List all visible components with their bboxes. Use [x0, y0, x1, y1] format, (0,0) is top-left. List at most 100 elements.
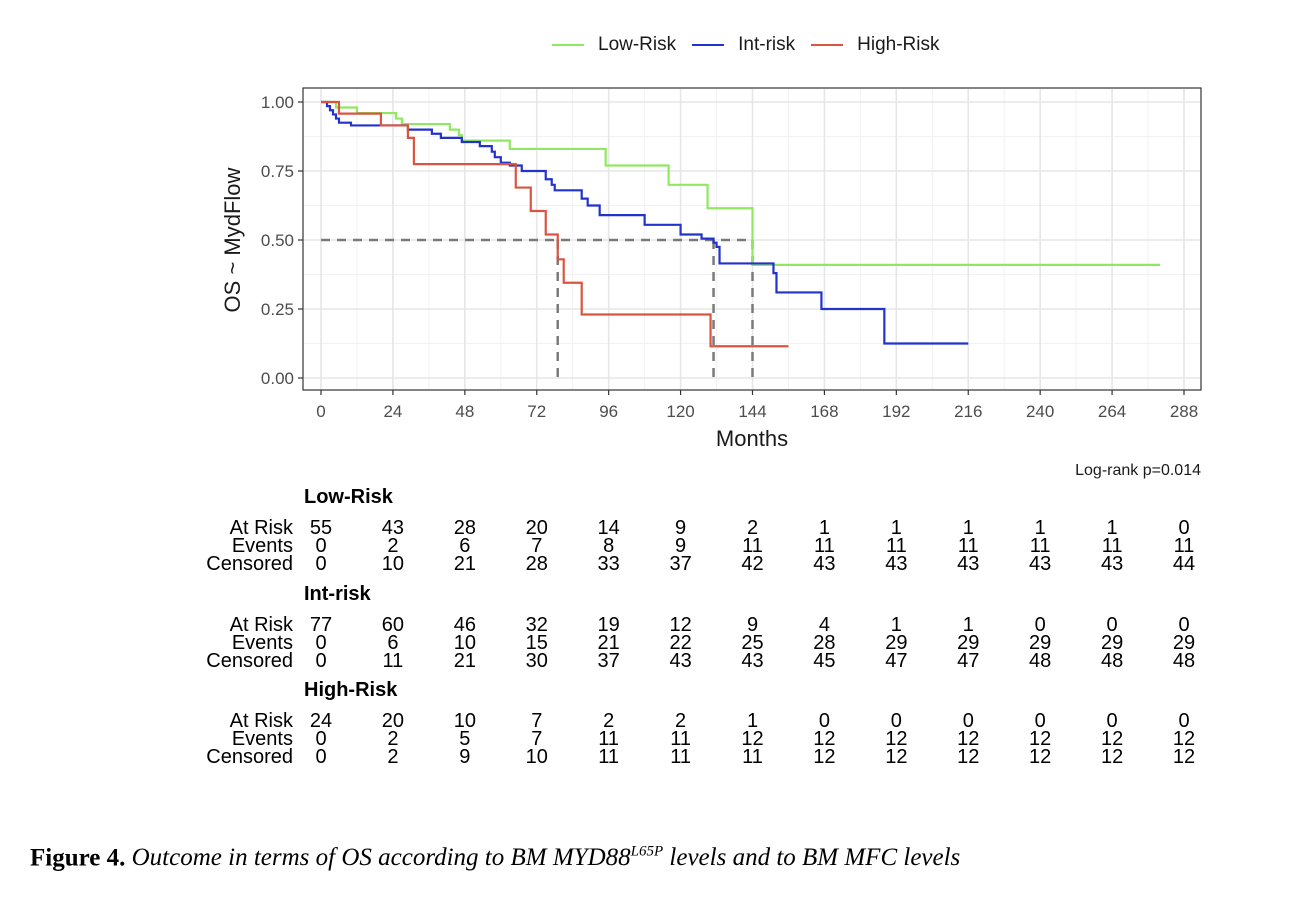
risk-table-cell: 2: [675, 710, 687, 732]
legend-swatch-high-risk: [811, 44, 844, 46]
risk-row-label: Censored: [206, 746, 293, 768]
risk-table-cell: 0: [962, 710, 974, 732]
risk-table-cell: 2: [603, 710, 615, 732]
risk-table-cell: 29: [1172, 632, 1196, 654]
risk-table-cell: 1: [746, 710, 759, 732]
median-lines: [321, 238, 754, 378]
caption-superscript: L65P: [630, 844, 664, 860]
risk-table-cell: 6: [387, 632, 399, 654]
legend-item-low-risk: Low-Risk: [552, 34, 676, 56]
risk-table-cell: 0: [315, 632, 327, 654]
risk-table-cell: 28: [813, 632, 836, 654]
risk-table-cell: 9: [675, 517, 687, 539]
risk-table-cell: 9: [675, 535, 687, 557]
x-tick-label: 120: [666, 402, 694, 421]
risk-table-cell: 48: [1172, 650, 1196, 672]
x-tick-label: 264: [1098, 402, 1126, 421]
risk-table-cell: 29: [957, 632, 980, 654]
risk-table-cell: 12: [1172, 746, 1196, 768]
risk-table-cell: 1: [962, 614, 974, 636]
risk-table-cell: 2: [746, 517, 759, 539]
risk-table-cell: 7: [531, 710, 543, 732]
risk-row-label: At Risk: [229, 614, 293, 636]
risk-table-cell: 5: [459, 728, 471, 750]
risk-table-cell: 30: [525, 650, 548, 672]
risk-table-cell: 11: [742, 535, 763, 557]
risk-table-cell: 12: [1172, 728, 1196, 750]
risk-table-cell: 11: [885, 535, 907, 557]
risk-table-cell: 11: [814, 535, 835, 557]
y-axis: 0.00 0.25 0.50 0.75 1.00: [261, 93, 303, 388]
risk-table-cell: 12: [1029, 746, 1052, 768]
risk-table-cell: 11: [670, 728, 691, 750]
x-tick-label: 96: [599, 402, 618, 421]
x-tick-label: 24: [383, 402, 402, 421]
risk-table-cell: 21: [597, 632, 620, 654]
risk-table-cell: 42: [741, 553, 764, 575]
risk-table-cell: 20: [381, 710, 405, 732]
risk-table-cell: 37: [597, 650, 620, 672]
risk-table-cell: 1: [962, 517, 974, 539]
risk-table-cell: 0: [315, 535, 327, 557]
risk-row-label: Censored: [206, 553, 293, 575]
risk-table-cell: 7: [531, 728, 543, 750]
logrank-pvalue: Log-rank p=0.014: [1075, 462, 1201, 479]
risk-table-cell: 19: [597, 614, 620, 636]
figure-caption: Figure 4. Outcome in terms of OS accordi…: [30, 844, 960, 872]
legend-label: Int-risk: [738, 34, 796, 55]
risk-table-cell: 43: [885, 553, 908, 575]
risk-table: Low-Risk At Risk 55 43 28 20 14 9 2 1 1 1 1 1 0 Events 0…: [206, 486, 1196, 768]
risk-row-label: At Risk: [229, 517, 293, 539]
risk-table-cell: 25: [741, 632, 764, 654]
risk-table-cell: 0: [890, 710, 902, 732]
risk-group-title: High-Risk: [304, 679, 398, 701]
legend-item-high-risk: High-Risk: [811, 34, 939, 56]
y-tick-label: 0.50: [261, 231, 294, 250]
y-tick-label: 0.25: [261, 300, 294, 319]
risk-row-label: Events: [231, 535, 293, 557]
risk-row-label: Censored: [206, 650, 293, 672]
curve-int-risk: [321, 100, 969, 345]
risk-table-cell: 0: [315, 746, 327, 768]
risk-table-cell: 11: [598, 728, 620, 750]
x-tick-label: 0: [316, 402, 325, 421]
risk-table-cell: 9: [459, 746, 471, 768]
risk-table-cell: 12: [1100, 746, 1124, 768]
risk-table-cell: 46: [453, 614, 476, 636]
risk-table-cell: 12: [885, 746, 908, 768]
risk-table-cell: 0: [1178, 710, 1190, 732]
risk-table-cell: 12: [885, 728, 908, 750]
risk-table-cell: 8: [603, 535, 615, 557]
risk-group-title: Low-Risk: [304, 486, 393, 508]
risk-table-cell: 2: [387, 746, 399, 768]
risk-table-cell: 43: [741, 650, 764, 672]
risk-table-cell: 0: [818, 710, 830, 732]
risk-table-cell: 32: [525, 614, 548, 636]
risk-table-cell: 43: [813, 553, 836, 575]
risk-table-cell: 0: [1106, 710, 1118, 732]
x-tick-label: 168: [810, 402, 838, 421]
risk-table-cell: 47: [957, 650, 980, 672]
risk-table-cell: 11: [957, 535, 979, 557]
km-chart: 0 24 48 72 96 120 144 168 192 216 240 264 288 0.000.…: [220, 87, 1202, 451]
risk-table-cell: 9: [746, 614, 759, 636]
risk-table-cell: 11: [1029, 535, 1051, 557]
x-tick-label: 72: [527, 402, 546, 421]
risk-row-label: Events: [231, 632, 293, 654]
risk-table-cell: 33: [597, 553, 620, 575]
risk-table-cell: 48: [1100, 650, 1124, 672]
risk-table-cell: 4: [818, 614, 830, 636]
caption-text: Outcome in terms of OS according to BM M…: [132, 844, 961, 871]
risk-table-cell: 12: [957, 746, 980, 768]
risk-table-cell: 29: [1029, 632, 1052, 654]
risk-table-cell: 1: [1106, 517, 1118, 539]
risk-table-cell: 21: [453, 650, 476, 672]
legend-label: High-Risk: [857, 34, 940, 55]
risk-table-cell: 11: [598, 746, 620, 768]
risk-table-cell: 10: [381, 553, 405, 575]
risk-table-cell: 1: [890, 517, 902, 539]
risk-table-cell: 21: [453, 553, 476, 575]
risk-table-cell: 0: [315, 728, 327, 750]
risk-table-cell: 11: [670, 746, 691, 768]
curve-high-risk: [321, 100, 789, 348]
